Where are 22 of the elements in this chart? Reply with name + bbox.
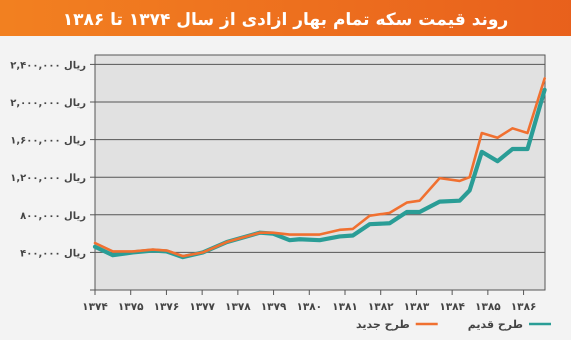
- x-tick-label: ۱۳۷۸: [225, 301, 252, 313]
- chart-title: روند قیمت سکه تمام بهار ازادی از سال ۱۳۷۴ تا ۱۳۸۶: [62, 10, 508, 30]
- x-tick-label: ۱۳۸۰: [296, 301, 322, 313]
- y-tick-label: ۱,۲۰۰,۰۰۰ ریال: [10, 173, 86, 184]
- x-tick-label: ۱۳۷۶: [154, 301, 180, 313]
- x-tick-label: ۱۳۷۹: [260, 301, 287, 313]
- x-tick-label: ۱۳۸۲: [368, 301, 394, 313]
- x-tick-label: ۱۳۷۷: [189, 301, 216, 313]
- x-tick-label: ۱۳۸۳: [404, 301, 430, 313]
- y-tick-label: ۴۰۰,۰۰۰ ریال: [20, 248, 86, 260]
- x-tick-label: ۱۳۸۵: [475, 301, 502, 313]
- x-tick-label: ۱۳۸۴: [439, 301, 466, 313]
- x-tick-label: ۱۳۷۴: [82, 301, 108, 313]
- x-tick-label: ۱۳۸۱: [332, 301, 358, 313]
- y-tick-label: ۱,۶۰۰,۰۰۰ ریال: [10, 136, 86, 147]
- x-tick-label: ۱۳۷۵: [118, 301, 144, 313]
- legend-label: طرح قدیم: [468, 318, 523, 331]
- legend-label: طرح جدید: [356, 318, 410, 331]
- y-tick-label: ۲,۴۰۰,۰۰۰ ریال: [10, 60, 86, 72]
- y-tick-label: ۸۰۰,۰۰۰ ریال: [20, 210, 86, 222]
- x-tick-label: ۱۳۸۶: [510, 301, 536, 313]
- y-tick-label: ۲,۰۰۰,۰۰۰ ریال: [10, 98, 86, 109]
